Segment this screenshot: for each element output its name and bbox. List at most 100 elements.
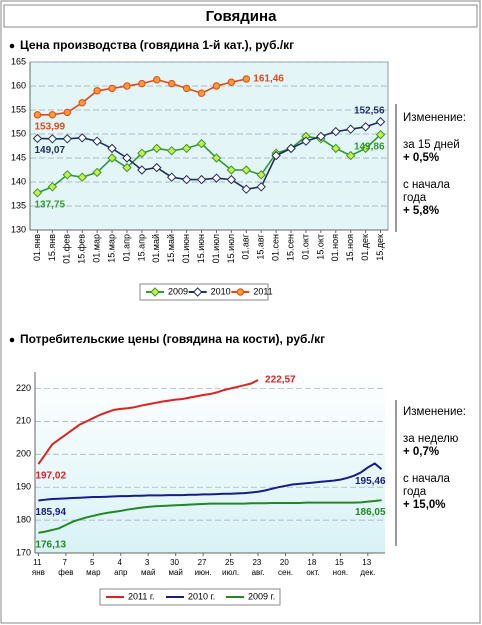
panel-heading: Изменение:: [403, 406, 466, 418]
panel-heading: Изменение:: [403, 112, 466, 124]
marker: [241, 184, 251, 194]
x-tick-label: 5 мар: [86, 558, 101, 577]
marker: [33, 111, 42, 119]
marker: [211, 153, 222, 163]
series-line: [37, 379, 259, 465]
legend-box: [99, 588, 281, 606]
value-label: 186,05: [355, 507, 386, 518]
x-tick-label: 01.окт: [300, 234, 310, 260]
marker: [211, 173, 222, 183]
marker: [196, 174, 207, 185]
x-tick-label: 4 апр: [114, 558, 128, 577]
x-tick-label: 01.июл: [211, 234, 221, 263]
marker: [346, 150, 356, 161]
marker: [212, 82, 221, 90]
series-line: [38, 499, 382, 534]
marker: [47, 134, 58, 144]
marker: [227, 78, 236, 86]
marker: [192, 287, 203, 297]
chart-title: Цена производства (говядина 1-й кат.), р…: [20, 38, 294, 52]
marker: [226, 165, 237, 175]
x-tick-label: 01.июн: [181, 234, 191, 263]
marker: [346, 124, 356, 134]
x-tick-label: 15 ноя.: [333, 558, 348, 577]
y-tick-label: 200: [16, 449, 31, 459]
x-tick-label: 15.фев: [77, 234, 87, 264]
marker: [62, 134, 72, 144]
y-tick-label: 160: [11, 80, 26, 90]
change-panel: Изменение: за 15 дней + 0,5% с начала го…: [403, 112, 479, 218]
value-label: 161,46: [253, 74, 284, 85]
x-tick-label: 3 май: [141, 558, 155, 577]
marker: [167, 146, 177, 156]
x-tick-label: 15.май: [166, 234, 176, 263]
bullet: [9, 337, 15, 343]
marker: [316, 131, 326, 142]
x-tick-label: 15.июн: [196, 234, 206, 263]
marker: [137, 148, 147, 158]
x-tick-label: 01.сен: [271, 234, 281, 261]
value-label: 195,46: [355, 476, 386, 487]
ytd-change: + 15,0%: [403, 499, 446, 511]
change-panel: Изменение: за неделю + 0,7% с начала год…: [403, 406, 479, 512]
y-tick-label: 130: [11, 224, 26, 234]
x-tick-label: 01.фев: [62, 234, 72, 264]
x-tick-label: 15.июл: [226, 234, 236, 263]
x-tick-label: 27 июн.: [195, 558, 212, 577]
x-tick-label: 01.апр: [121, 234, 131, 261]
ytd-label: с начала года: [403, 473, 450, 498]
x-tick-label: 20 сен.: [278, 558, 293, 577]
marker: [107, 143, 117, 154]
y-tick-label: 150: [11, 128, 26, 138]
marker: [48, 111, 57, 119]
marker: [182, 84, 191, 93]
period-label: за 15 дней: [403, 139, 460, 151]
marker: [375, 117, 386, 127]
value-label: 153,99: [34, 121, 65, 132]
marker: [360, 143, 371, 154]
marker: [122, 153, 132, 163]
x-tick-label: 15.авг: [256, 233, 266, 259]
value-label: 149,07: [34, 145, 65, 156]
marker: [32, 188, 43, 198]
x-tick-label: 01.мар: [92, 234, 102, 263]
legend-label: 2011 г.: [128, 591, 155, 601]
value-label: 149,86: [354, 141, 385, 152]
x-tick-label: 01.дек: [360, 234, 370, 261]
marker: [375, 129, 386, 140]
marker: [107, 153, 117, 163]
legend-label: 2010 г.: [188, 591, 215, 601]
value-label: 176,13: [35, 539, 66, 550]
marker: [32, 133, 43, 144]
title-box: [3, 4, 478, 28]
y-tick-label: 135: [11, 200, 26, 210]
marker: [181, 143, 192, 154]
marker: [77, 133, 87, 143]
y-tick-label: 170: [16, 547, 31, 557]
y-tick-label: 155: [11, 104, 26, 114]
legend-label: 2011: [253, 286, 272, 296]
x-tick-label: 13 дек.: [360, 558, 375, 577]
marker: [92, 167, 102, 178]
marker: [63, 108, 71, 117]
marker: [138, 79, 146, 88]
marker: [241, 165, 251, 175]
bullet: [9, 43, 15, 49]
x-tick-label: 01.авг: [241, 233, 251, 259]
x-tick-label: 18 окт.: [306, 558, 319, 577]
marker: [123, 82, 131, 90]
y-tick-label: 210: [16, 416, 31, 426]
marker: [167, 172, 177, 182]
marker: [181, 174, 192, 185]
legend-label: 2009 г.: [248, 591, 275, 601]
y-tick-label: 190: [16, 482, 31, 492]
x-tick-label: 15.дек: [375, 234, 385, 261]
page-title: Говядина: [206, 8, 277, 25]
y-tick-label: 145: [11, 152, 26, 162]
plot-area: [35, 372, 385, 553]
marker: [286, 143, 296, 154]
marker: [331, 126, 341, 137]
